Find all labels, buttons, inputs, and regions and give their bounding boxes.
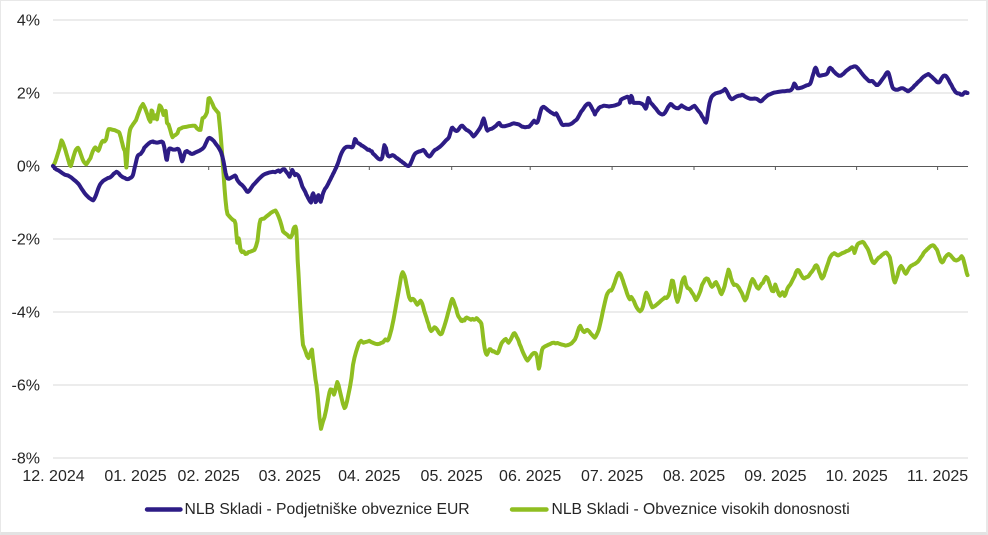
svg-text:08. 2025: 08. 2025: [663, 468, 725, 485]
svg-text:NLB Skladi - Podjetniške obvez: NLB Skladi - Podjetniške obveznice EUR: [185, 501, 470, 518]
svg-text:4%: 4%: [17, 13, 40, 30]
svg-text:-4%: -4%: [12, 305, 40, 322]
svg-text:NLB Skladi - Obveznice visokih: NLB Skladi - Obveznice visokih donosnost…: [552, 501, 850, 518]
svg-text:-2%: -2%: [12, 232, 40, 249]
svg-text:2%: 2%: [17, 86, 40, 103]
svg-text:02. 2025: 02. 2025: [178, 468, 240, 485]
svg-text:09. 2025: 09. 2025: [744, 468, 806, 485]
svg-text:06. 2025: 06. 2025: [499, 468, 561, 485]
svg-text:10. 2025: 10. 2025: [825, 468, 887, 485]
svg-text:03. 2025: 03. 2025: [259, 468, 321, 485]
svg-text:0%: 0%: [17, 159, 40, 176]
svg-text:04. 2025: 04. 2025: [338, 468, 400, 485]
svg-text:11. 2025: 11. 2025: [907, 468, 968, 485]
svg-text:12. 2024: 12. 2024: [22, 468, 84, 485]
svg-text:01. 2025: 01. 2025: [104, 468, 166, 485]
svg-text:07. 2025: 07. 2025: [581, 468, 643, 485]
svg-text:-6%: -6%: [12, 378, 40, 395]
svg-text:-8%: -8%: [12, 451, 40, 468]
svg-text:05. 2025: 05. 2025: [421, 468, 483, 485]
